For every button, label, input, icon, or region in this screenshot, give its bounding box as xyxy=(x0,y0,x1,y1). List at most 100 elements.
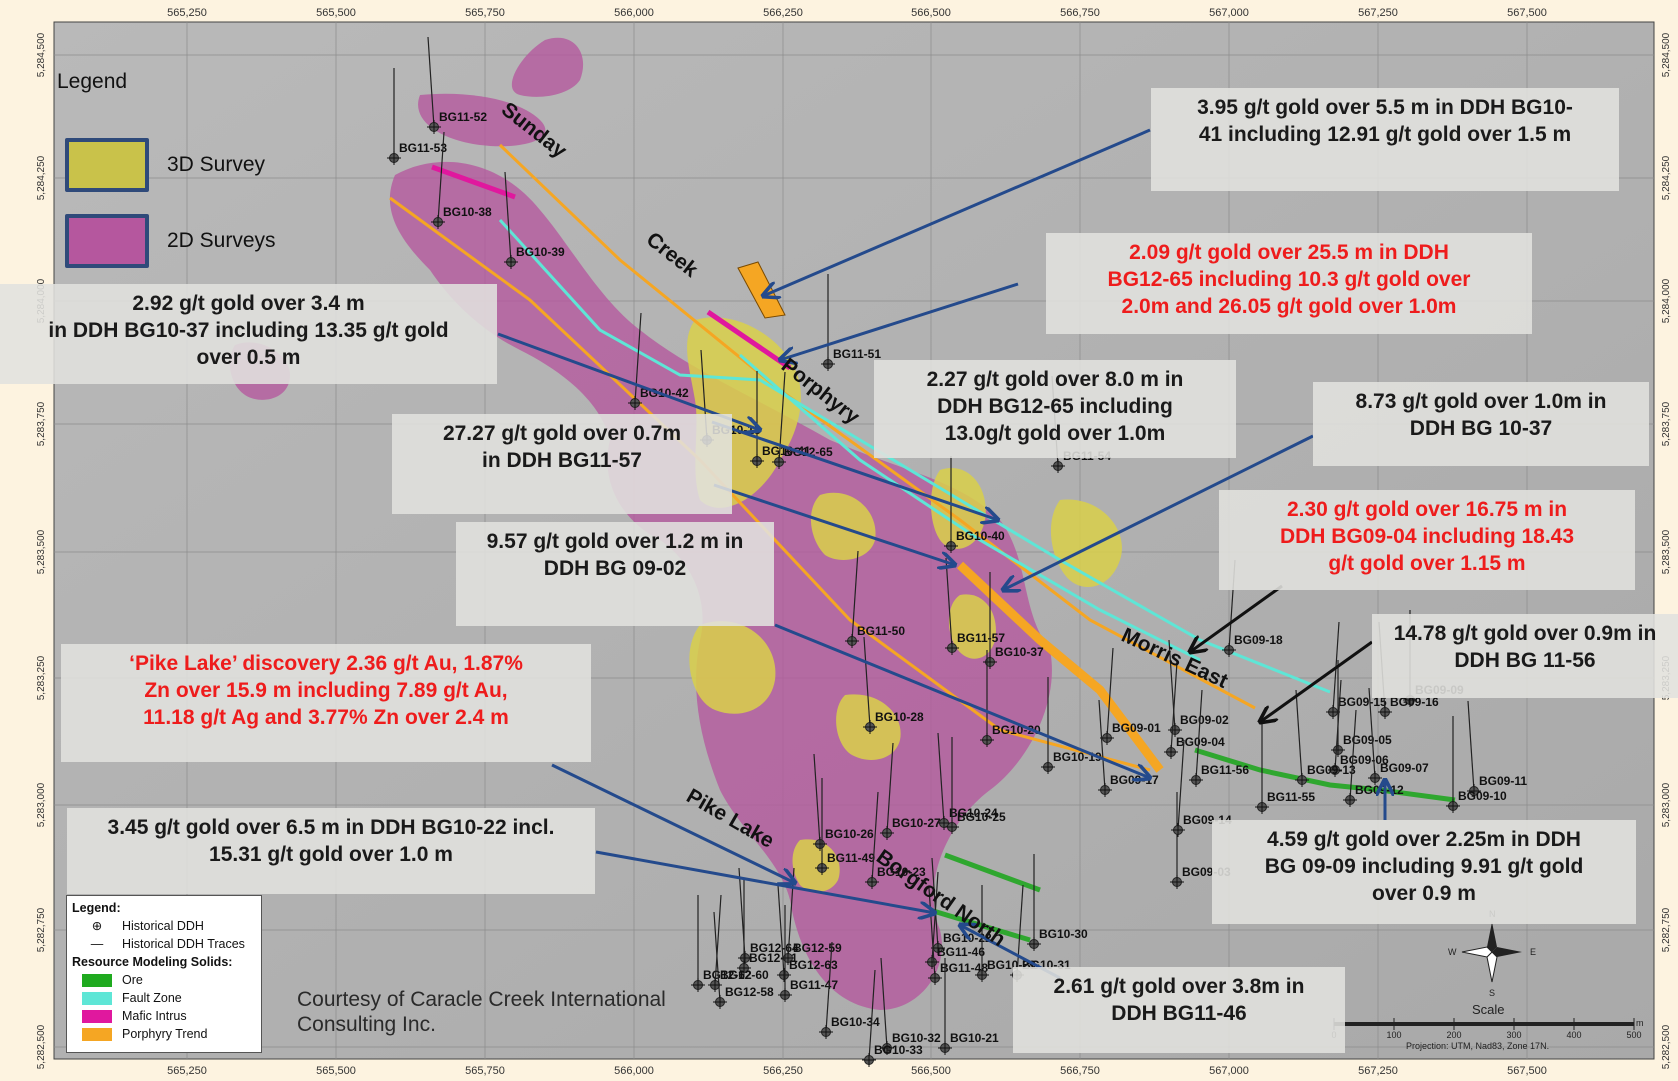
legend-fault-label: Fault Zone xyxy=(122,991,182,1005)
fault-line xyxy=(498,218,1331,694)
drillhole-label: BG12-64 xyxy=(750,941,799,955)
callout-arrow xyxy=(595,850,935,913)
drillhole-label: BG11-57 xyxy=(957,631,1005,645)
assay-callout: 2.61 g/t gold over 3.8m in DDH BG11-46 xyxy=(1013,967,1345,1053)
porphyry-trend xyxy=(389,143,1256,773)
legend-item-2d-surveys: 2D Surveys xyxy=(65,214,276,268)
scale-tick-label: 200 xyxy=(1446,1030,1461,1040)
callout-line: 27.27 g/t gold over 0.7m xyxy=(442,422,682,445)
drillhole-label: BG11-48 xyxy=(940,961,988,975)
north-arrow: N S W E xyxy=(1448,909,1536,998)
porphyry-line xyxy=(389,196,1151,772)
drillhole: BG11-50 xyxy=(845,550,905,648)
callout-line: DDH BG09-04 including 18.43 xyxy=(1279,525,1575,548)
drillhole: BG10-25 xyxy=(945,737,1006,834)
callout-line: over 0.5 m xyxy=(196,346,301,369)
callout-arrow xyxy=(713,483,955,565)
drillhole-label: BG10-40 xyxy=(956,529,1005,543)
legend-row-ore: Ore xyxy=(72,971,256,989)
x-tick-top: 565,500 xyxy=(316,7,356,19)
fault-line xyxy=(739,353,1201,662)
callout-line: in DDH BG10-37 including 13.35 g/t gold xyxy=(48,319,449,342)
callout-arrow xyxy=(780,282,1019,360)
drillhole-label: BG11-50 xyxy=(857,624,905,638)
callout-line: 14.78 g/t gold over 0.9m in xyxy=(1393,622,1657,645)
survey-3d-area xyxy=(689,621,776,714)
legend-ore-label: Ore xyxy=(122,973,143,987)
legend-row-mafic: Mafic Intrus xyxy=(72,1007,256,1025)
callout-arrow xyxy=(1003,434,1314,590)
drillhole-label: BG10-21 xyxy=(950,1031,999,1045)
assay-callout: ‘Pike Lake’ discovery 2.36 g/t Au, 1.87%… xyxy=(61,644,591,762)
y-tick-left: 5,284,500 xyxy=(36,32,47,77)
map-legend: Legend: ⊕ Historical DDH — Historical DDH … xyxy=(66,895,262,1053)
y-tick-left: 5,282,500 xyxy=(36,1024,47,1069)
drillhole: BG10-40 xyxy=(944,456,1005,553)
drillhole: BG11-56 xyxy=(1189,689,1249,787)
x-tick-bottom: 566,750 xyxy=(1060,1065,1100,1077)
callout-line: 15.31 g/t gold over 1.0 m xyxy=(209,843,453,866)
mafic-line xyxy=(431,164,516,200)
assay-callout: 3.45 g/t gold over 6.5 m in DDH BG10-22 … xyxy=(67,808,595,894)
x-tick-bottom: 565,250 xyxy=(167,1065,207,1077)
drillhole-label: BG09-02 xyxy=(1180,713,1229,727)
y-tick-left: 5,283,000 xyxy=(36,782,47,827)
fault-zone xyxy=(498,218,1331,694)
drillhole-label: BG11-51 xyxy=(833,347,881,361)
trace-line-icon: — xyxy=(90,937,104,951)
ore-line xyxy=(1194,747,1456,803)
ore-line xyxy=(929,907,1031,943)
drillhole-label: BG10-41 xyxy=(762,444,811,458)
drillhole: BG09-01 xyxy=(1100,647,1161,745)
mafic-swatch xyxy=(82,1009,112,1023)
y-tick-left: 5,282,750 xyxy=(36,907,47,952)
scale-tick-label: 100 xyxy=(1386,1030,1401,1040)
courtesy-line-2: Consulting Inc. xyxy=(297,1013,436,1036)
x-tick-bottom: 567,500 xyxy=(1507,1065,1547,1077)
legend-row-ddh: ⊕ Historical DDH xyxy=(72,917,256,935)
assay-callout: 8.73 g/t gold over 1.0m in DDH BG 10-37 xyxy=(1313,382,1649,466)
legend-row-traces: — Historical DDH Traces xyxy=(72,935,256,953)
y-tick-left: 5,283,750 xyxy=(36,401,47,446)
x-tick-bottom: 565,500 xyxy=(316,1065,356,1077)
drillhole-label: BG11-52 xyxy=(439,110,487,124)
drillhole: BG11-57 xyxy=(945,557,1005,655)
drillhole-label: BG11-55 xyxy=(1267,790,1315,804)
drillhole-label: BG11-53 xyxy=(399,141,447,155)
scale-tick-label: 500 xyxy=(1626,1030,1641,1040)
y-tick-right: 5,284,250 xyxy=(1661,155,1672,200)
callout-line: 2.30 g/t gold over 16.75 m in xyxy=(1286,498,1568,521)
drillhole: BG10-28 xyxy=(863,636,924,734)
survey-3d-area xyxy=(792,839,840,892)
drillhole: BG12-58 xyxy=(713,911,774,1009)
callout-line: 8.73 g/t gold over 1.0m in xyxy=(1355,390,1607,413)
legend-solids-title: Resource Modeling Solids: xyxy=(72,955,233,969)
drillhole-label: BG10-24 xyxy=(949,806,998,820)
drillhole-label: BG12-58 xyxy=(725,985,774,999)
legend-row-fault: Fault Zone xyxy=(72,989,256,1007)
assay-callout: 4.59 g/t gold over 2.25m in DDH BG 09-09 … xyxy=(1212,820,1636,924)
legend-box-title: Legend: xyxy=(72,901,121,915)
drillhole-label: BG09-17 xyxy=(1110,773,1159,787)
y-tick-right: 5,283,750 xyxy=(1661,401,1672,446)
drillhole: BG10-34 xyxy=(819,941,880,1039)
drillhole: BG11-51 xyxy=(821,274,881,371)
drillhole: BG11-52 xyxy=(427,36,487,134)
callout-arrow xyxy=(1190,584,1283,652)
drillhole-label: BG10-27 xyxy=(892,816,941,830)
x-tick-top: 566,500 xyxy=(911,7,951,19)
callout-line: 2.09 g/t gold over 25.5 m in DDH xyxy=(1129,241,1449,264)
drillhole-icon: ⊕ xyxy=(91,919,103,933)
y-tick-right: 5,283,500 xyxy=(1661,529,1672,574)
drillhole-label: BG11-56 xyxy=(1201,763,1249,777)
callout-line: Zn over 15.9 m including 7.89 g/t Au, xyxy=(144,679,508,702)
drillhole: BG10-24 xyxy=(937,732,998,830)
callout-line: 3.45 g/t gold over 6.5 m in DDH BG10-22 … xyxy=(107,816,555,839)
ore-swatch xyxy=(82,973,112,987)
drillhole: BG09-11 xyxy=(1467,700,1527,798)
x-tick-bottom: 566,500 xyxy=(911,1065,951,1077)
y-tick-right: 5,282,750 xyxy=(1661,907,1672,952)
drillhole-label: BG09-12 xyxy=(1355,783,1404,797)
legend-item-3d-survey: 3D Survey xyxy=(65,138,265,192)
callout-line: DDH BG 10-37 xyxy=(1409,417,1553,440)
